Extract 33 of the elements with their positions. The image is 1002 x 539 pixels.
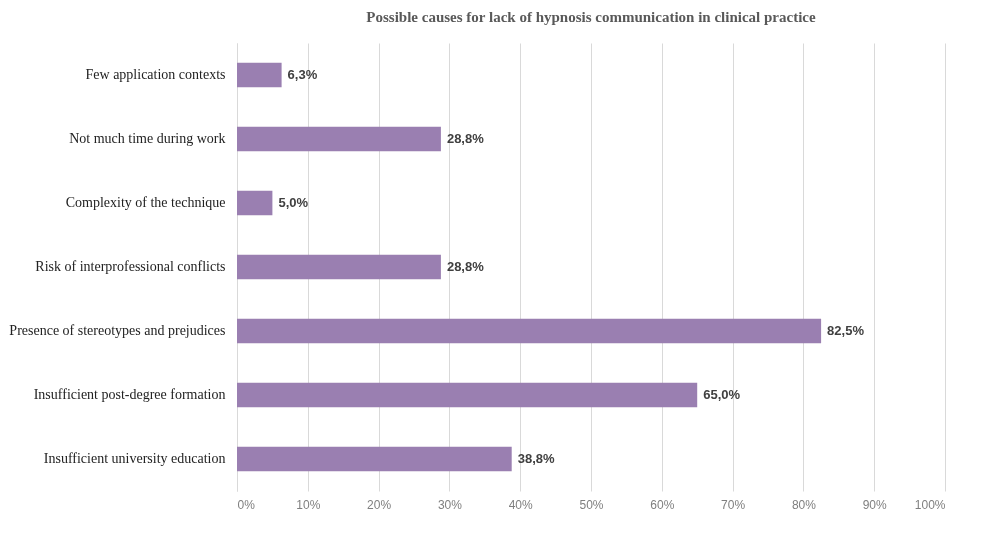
x-tick-label: 90% — [862, 497, 888, 512]
x-tick-label: 10% — [296, 497, 321, 512]
y-tick-label: Risk of interprofessional conflicts — [35, 259, 226, 274]
bar — [237, 254, 441, 280]
x-tick-label: 100% — [914, 497, 946, 512]
data-label: 65,0% — [703, 387, 741, 402]
y-tick-label: Complexity of the technique — [65, 195, 226, 210]
bar — [237, 382, 698, 408]
y-tick-label: Insufficient post-degree formation — [33, 387, 226, 402]
x-tick-label: 40% — [508, 497, 534, 512]
x-tick-label: 60% — [650, 497, 675, 512]
x-tick-label: 20% — [367, 497, 392, 512]
x-tick-label: 70% — [721, 497, 746, 512]
data-label: 38,8% — [517, 451, 556, 466]
data-label: 5,0% — [278, 195, 309, 210]
y-tick-label: Few application contexts — [85, 67, 226, 82]
x-tick-label: 30% — [437, 497, 463, 512]
bar — [237, 126, 441, 152]
data-label: 6,3% — [287, 67, 318, 82]
data-label: 28,8% — [446, 259, 485, 274]
x-tick-label: 80% — [791, 497, 817, 512]
chart-title: Possible causes for lack of hypnosis communication in clinical practice — [366, 9, 816, 25]
y-tick-label: Not much time during work — [69, 131, 226, 146]
data-label: 28,8% — [446, 131, 485, 146]
bar — [237, 446, 512, 472]
bar — [237, 190, 273, 216]
x-tick-label: 50% — [579, 497, 604, 512]
y-tick-label: Presence of stereotypes and prejudices — [9, 323, 226, 338]
data-label: 82,5% — [827, 323, 865, 338]
y-tick-label: Insufficient university education — [43, 451, 226, 466]
x-tick-label: 0% — [237, 497, 256, 512]
bar — [237, 318, 822, 344]
bar — [237, 62, 282, 88]
